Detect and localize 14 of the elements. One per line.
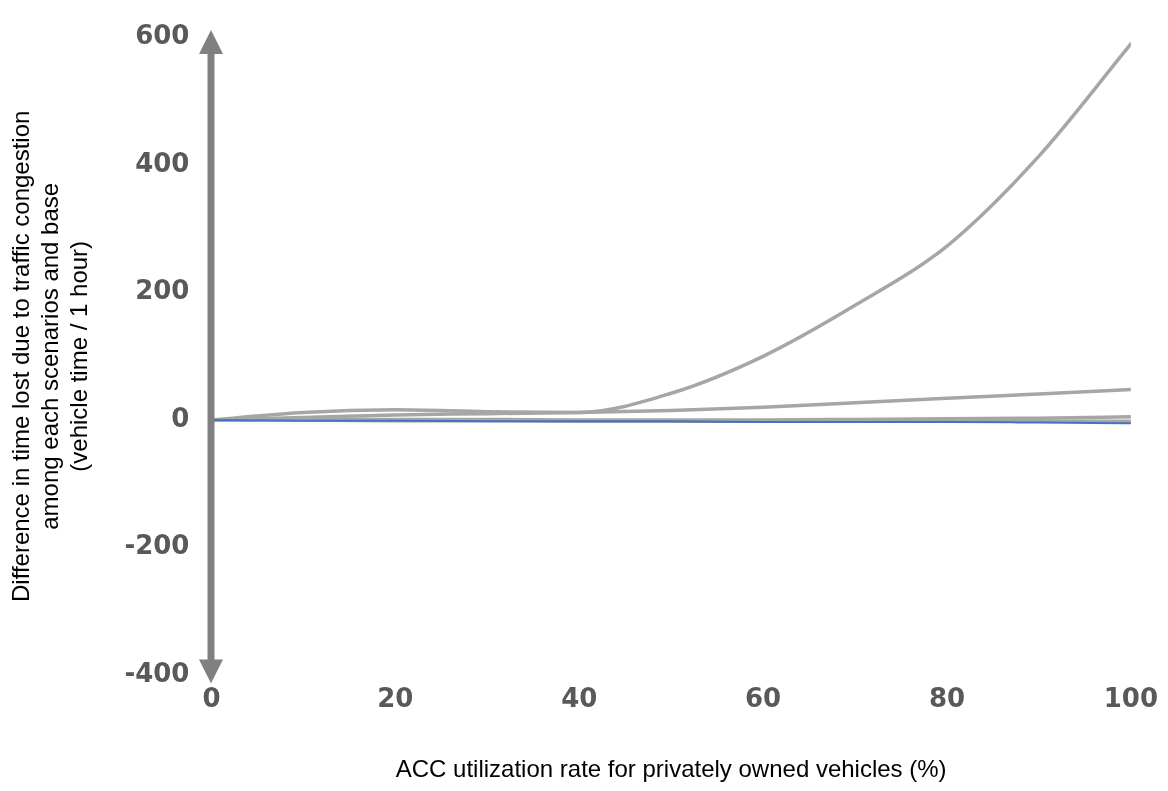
x-tick-label: 20 <box>377 683 414 714</box>
x-tick-label: 40 <box>561 683 598 714</box>
x-tick-label: 80 <box>928 683 966 714</box>
y-tick-label: 200 <box>135 275 190 306</box>
y-axis-title: Difference in time lost due to traffic congestion among each scenarios and base (vehicle time / 1 hour) <box>7 110 92 602</box>
x-tick-label: 0 <box>202 683 221 714</box>
x-tick-label: 60 <box>745 683 782 714</box>
y-tick-label: 600 <box>135 20 190 51</box>
y-tick-label: -400 <box>124 657 190 688</box>
x-tick-label: 100 <box>1103 683 1158 714</box>
x-axis-title: ACC utilization rate for privately owned vehicles (%) <box>395 755 947 783</box>
y-tick-label: 400 <box>135 147 190 178</box>
y-tick-label: -200 <box>124 530 190 561</box>
y-tick-label: 0 <box>171 402 190 433</box>
